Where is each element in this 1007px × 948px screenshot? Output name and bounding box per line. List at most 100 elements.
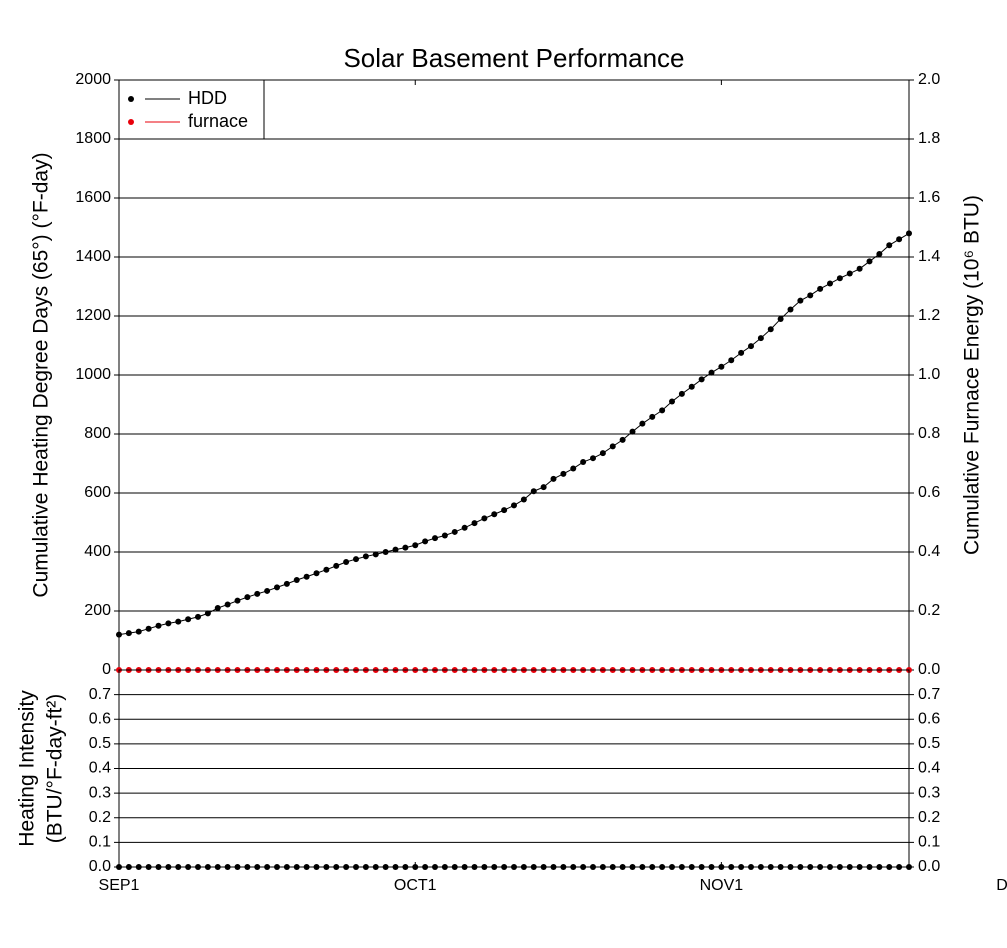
data-point — [738, 864, 745, 870]
data-point — [807, 292, 814, 299]
legend-box — [118, 79, 265, 140]
data-point — [540, 864, 547, 870]
y2-tick-label: 0.6 — [918, 484, 940, 501]
data-point — [767, 326, 774, 333]
y2-tick-label: 2.0 — [918, 71, 940, 88]
data-point — [619, 436, 626, 443]
data-point — [382, 864, 389, 870]
y2-tick-label: 1.6 — [918, 189, 940, 206]
y2-tick-label: 0.2 — [918, 602, 940, 619]
data-point — [372, 551, 379, 558]
data-point — [274, 864, 280, 870]
data-point — [353, 864, 359, 870]
y2-tick-label: 1.0 — [918, 366, 940, 383]
data-point — [728, 864, 735, 870]
data-point — [669, 864, 675, 870]
data-point — [234, 864, 241, 870]
x-tick-label: SEP1 — [99, 877, 140, 894]
y2-tick-label: 0.2 — [918, 809, 940, 826]
data-point — [836, 864, 843, 870]
data-point — [906, 230, 912, 237]
data-point — [886, 242, 893, 249]
data-point — [234, 597, 241, 604]
data-point — [195, 613, 201, 620]
data-point — [303, 573, 310, 580]
y-tick-label: 400 — [84, 543, 111, 560]
y-tick-label: 1800 — [75, 130, 111, 147]
data-point — [560, 470, 567, 477]
data-point — [283, 864, 290, 870]
y-axis-label: (BTU/°F-day-ft²) — [44, 694, 67, 844]
data-point — [254, 590, 261, 597]
data-point — [165, 864, 172, 870]
y-tick-label: 0.2 — [89, 809, 111, 826]
data-point — [116, 631, 122, 638]
x-tick-label: DEC1 — [996, 877, 1007, 894]
data-point — [451, 864, 458, 870]
legend-marker — [128, 96, 134, 102]
data-point — [866, 864, 873, 870]
data-point — [343, 864, 350, 870]
y-tick-label: 0 — [102, 661, 111, 678]
data-point — [530, 488, 537, 495]
data-point — [876, 251, 883, 258]
data-point — [175, 864, 182, 870]
data-point — [678, 864, 685, 870]
data-point — [264, 864, 271, 870]
data-point — [767, 864, 774, 870]
data-point — [254, 864, 261, 870]
data-point — [560, 864, 567, 870]
data-point — [323, 566, 330, 573]
data-point — [451, 528, 458, 535]
data-point — [570, 864, 577, 870]
data-point — [313, 864, 320, 870]
data-point — [402, 864, 409, 870]
data-point — [787, 864, 794, 870]
data-point — [362, 864, 369, 870]
data-point — [313, 570, 320, 577]
data-point — [441, 532, 448, 539]
data-point — [491, 511, 498, 518]
data-point — [590, 455, 596, 462]
y2-tick-label: 0.1 — [918, 834, 940, 851]
data-point — [511, 864, 517, 870]
y2-tick-label: 1.4 — [918, 248, 940, 265]
data-point — [224, 864, 231, 870]
data-point — [481, 515, 488, 522]
data-point — [501, 864, 508, 870]
data-point — [461, 524, 468, 531]
data-point — [866, 258, 873, 265]
y-tick-label: 0.6 — [89, 710, 111, 727]
y2-tick-label: 1.8 — [918, 130, 940, 147]
data-point — [501, 507, 508, 514]
data-point — [175, 618, 182, 625]
data-point — [244, 594, 251, 601]
y-tick-label: 0.3 — [89, 784, 111, 801]
data-point — [195, 864, 201, 870]
data-point — [748, 343, 754, 350]
data-point — [530, 864, 537, 870]
y-tick-label: 0.1 — [89, 834, 111, 851]
data-point — [688, 383, 695, 390]
data-point — [274, 584, 280, 591]
data-point — [293, 864, 300, 870]
data-point — [836, 275, 843, 282]
legend-label: furnace — [188, 111, 248, 131]
y2-tick-label: 1.2 — [918, 307, 940, 324]
data-point — [422, 864, 429, 870]
data-point — [125, 864, 132, 870]
data-point — [432, 864, 438, 870]
data-point — [797, 864, 804, 870]
data-point — [125, 630, 132, 637]
data-point — [283, 580, 290, 587]
y-tick-label: 600 — [84, 484, 111, 501]
y-tick-label: 200 — [84, 602, 111, 619]
data-point — [155, 622, 162, 629]
data-point — [738, 349, 745, 356]
data-point — [906, 864, 912, 870]
data-point — [353, 556, 359, 563]
data-point — [886, 864, 893, 870]
x-tick-label: NOV1 — [700, 877, 744, 894]
